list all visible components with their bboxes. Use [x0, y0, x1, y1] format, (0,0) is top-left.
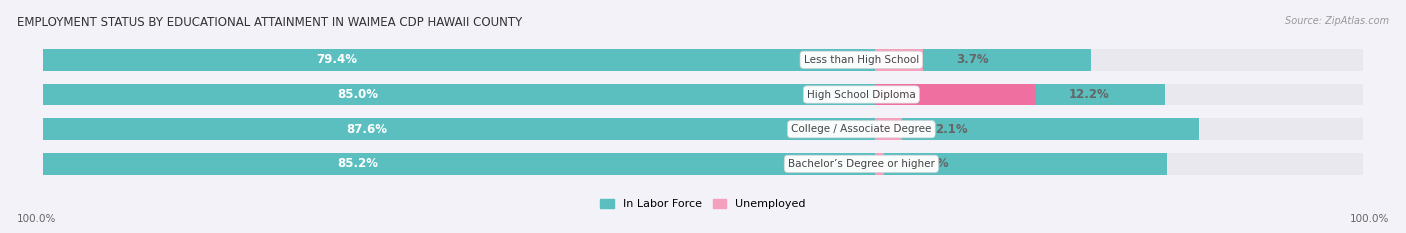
Text: EMPLOYMENT STATUS BY EDUCATIONAL ATTAINMENT IN WAIMEA CDP HAWAII COUNTY: EMPLOYMENT STATUS BY EDUCATIONAL ATTAINM…	[17, 16, 522, 29]
Bar	[44, 84, 1164, 105]
Text: 87.6%: 87.6%	[346, 123, 388, 136]
Bar	[44, 84, 1362, 105]
Bar	[44, 49, 1362, 71]
Bar	[44, 118, 1199, 140]
Bar	[44, 49, 1091, 71]
Text: College / Associate Degree: College / Associate Degree	[792, 124, 932, 134]
Bar	[875, 84, 1035, 105]
Text: 3.7%: 3.7%	[956, 53, 988, 66]
Text: 85.2%: 85.2%	[337, 157, 378, 170]
Text: Source: ZipAtlas.com: Source: ZipAtlas.com	[1285, 16, 1389, 26]
Bar	[44, 153, 1167, 175]
Bar	[875, 153, 884, 175]
Text: 12.2%: 12.2%	[1069, 88, 1109, 101]
Bar	[44, 118, 1362, 140]
Bar	[44, 153, 1362, 175]
Legend: In Labor Force, Unemployed: In Labor Force, Unemployed	[596, 194, 810, 214]
Bar	[875, 49, 924, 71]
Text: Bachelor’s Degree or higher: Bachelor’s Degree or higher	[787, 159, 935, 169]
Text: 100.0%: 100.0%	[1350, 214, 1389, 224]
Text: 0.7%: 0.7%	[917, 157, 949, 170]
Bar	[875, 118, 903, 140]
Text: Less than High School: Less than High School	[804, 55, 920, 65]
Text: 2.1%: 2.1%	[935, 123, 967, 136]
Text: High School Diploma: High School Diploma	[807, 89, 915, 99]
Text: 79.4%: 79.4%	[316, 53, 357, 66]
Text: 85.0%: 85.0%	[337, 88, 378, 101]
Text: 100.0%: 100.0%	[17, 214, 56, 224]
